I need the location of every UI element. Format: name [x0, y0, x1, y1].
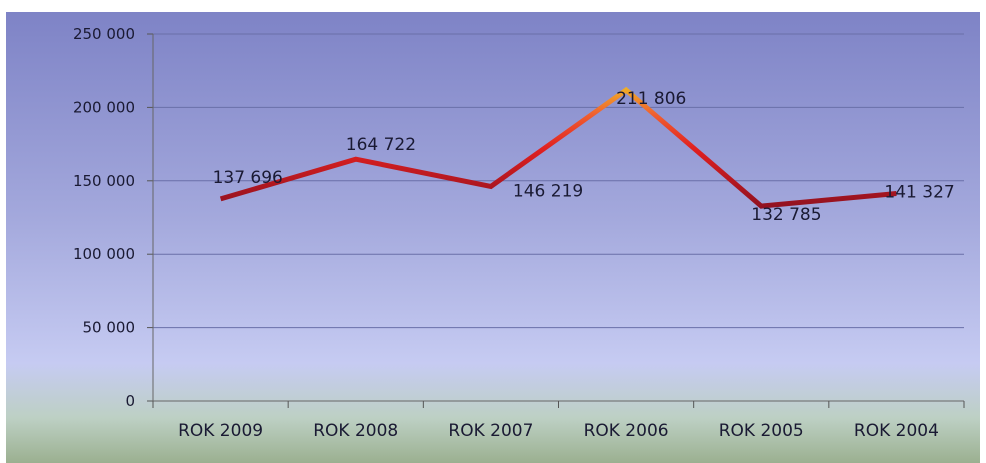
y-axis: 0 50 000 100 000 150 000 200 000 250 000: [73, 25, 154, 410]
x-tick-label: ROK 2009: [178, 421, 263, 441]
y-tick-label: 150 000: [73, 172, 135, 190]
data-label: 146 219: [513, 181, 583, 201]
data-label: 164 722: [346, 135, 416, 155]
y-tick-label: 100 000: [73, 245, 135, 263]
data-label: 141 327: [884, 183, 954, 203]
y-tick-label: 50 000: [83, 319, 136, 337]
x-tick-label: ROK 2004: [854, 421, 939, 441]
line-chart: 0 50 000 100 000 150 000 200 000 250 000 ROK …: [73, 25, 965, 441]
y-tick-label: 250 000: [73, 25, 135, 43]
data-label: 132 785: [751, 205, 821, 225]
series-line-path: [219, 86, 897, 209]
x-tick-label: ROK 2005: [719, 421, 804, 441]
data-label: 137 696: [213, 168, 283, 188]
x-axis: ROK 2009 ROK 2008 ROK 2007 ROK 2006 ROK 2005…: [152, 400, 965, 441]
y-tick-label: 0: [125, 392, 135, 410]
x-tick-label: ROK 2008: [313, 421, 398, 441]
x-tick-label: ROK 2006: [584, 421, 669, 441]
data-labels: 137 696 164 722 146 219 211 806 132 785 141 3…: [213, 89, 955, 225]
data-label: 211 806: [616, 89, 686, 109]
x-tick-label: ROK 2007: [448, 421, 533, 441]
series-line: [219, 86, 897, 209]
y-tick-label: 200 000: [73, 98, 135, 116]
chart-area: 0 50 000 100 000 150 000 200 000 250 000 ROK …: [6, 12, 980, 463]
